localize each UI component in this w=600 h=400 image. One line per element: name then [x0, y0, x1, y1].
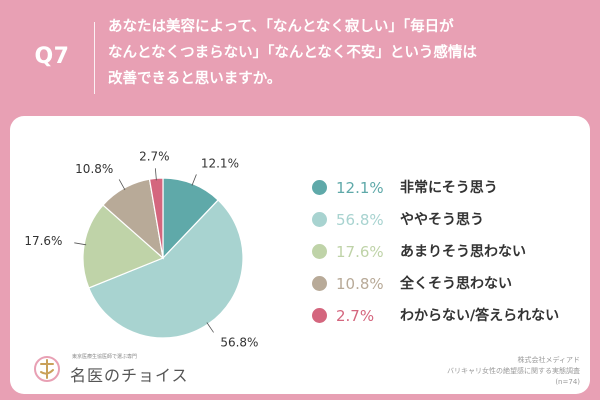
pie-leader-line	[118, 179, 126, 191]
logo-name: 名医のチョイス	[70, 366, 189, 385]
pie-data-label: 12.1%	[201, 156, 239, 170]
legend-swatch	[312, 308, 327, 323]
pie-data-label: 56.8%	[220, 335, 258, 349]
legend-swatch	[312, 180, 327, 195]
legend-item: 17.6% あまりそう思わない	[312, 242, 592, 262]
legend-percent: 17.6%	[336, 243, 384, 261]
legend-item: 12.1% 非常にそう思う	[312, 178, 592, 198]
legend-label: 全くそう思わない	[400, 276, 512, 292]
legend-swatch	[312, 244, 327, 259]
legend-swatch	[312, 212, 327, 227]
question-header: Q7 あなたは美容によって、「なんとなく寂しい」「毎日が なんとなくつまらない」…	[0, 0, 600, 116]
source-sample: (n=74)	[555, 378, 580, 386]
source-survey: バリキャリ女性の絶望感に関する実態調査	[447, 367, 580, 375]
legend-label: わからない/答えられない	[400, 308, 560, 324]
pie-data-label: 2.7%	[139, 149, 170, 163]
legend-percent: 56.8%	[336, 211, 384, 229]
legend-item: 10.8% 全くそう思わない	[312, 274, 592, 294]
pie-leader-line	[191, 174, 197, 186]
legend-label: あまりそう思わない	[400, 244, 526, 260]
source-note: 株式会社メディアド バリキャリ女性の絶望感に関する実態調査 (n=74)	[447, 355, 580, 388]
source-company: 株式会社メディアド	[517, 356, 580, 364]
question-line-2: なんとなくつまらない」「なんとなく不安」という感情は	[108, 45, 477, 61]
question-line-3: 改善できると思いますか。	[108, 71, 282, 87]
legend-swatch	[312, 276, 327, 291]
legend-item: 56.8% ややそう思う	[312, 210, 592, 230]
pie-leader-line	[206, 322, 214, 333]
legend-percent: 12.1%	[336, 179, 384, 197]
legend-item: 2.7% わからない/答えられない	[312, 306, 592, 326]
brand-logo: 東京医療生協医師で選ぶ専門 名医のチョイス	[32, 352, 212, 386]
header-divider	[94, 22, 95, 94]
logo-tagline: 東京医療生協医師で選ぶ専門	[72, 354, 138, 360]
legend-label: 非常にそう思う	[400, 180, 498, 196]
question-text: あなたは美容によって、「なんとなく寂しい」「毎日が なんとなくつまらない」「なん…	[108, 14, 578, 92]
legend-percent: 2.7%	[336, 307, 375, 325]
logo-mark-icon	[34, 356, 60, 382]
question-line-1: あなたは美容によって、「なんとなく寂しい」「毎日が	[108, 19, 454, 35]
question-number: Q7	[34, 44, 70, 69]
legend-percent: 10.8%	[336, 275, 384, 293]
pie-leader-line	[154, 168, 157, 181]
pie-data-label: 10.8%	[75, 162, 113, 176]
pie-leader-line	[74, 242, 87, 246]
pie-data-label: 17.6%	[24, 234, 62, 248]
legend-label: ややそう思う	[400, 212, 484, 228]
